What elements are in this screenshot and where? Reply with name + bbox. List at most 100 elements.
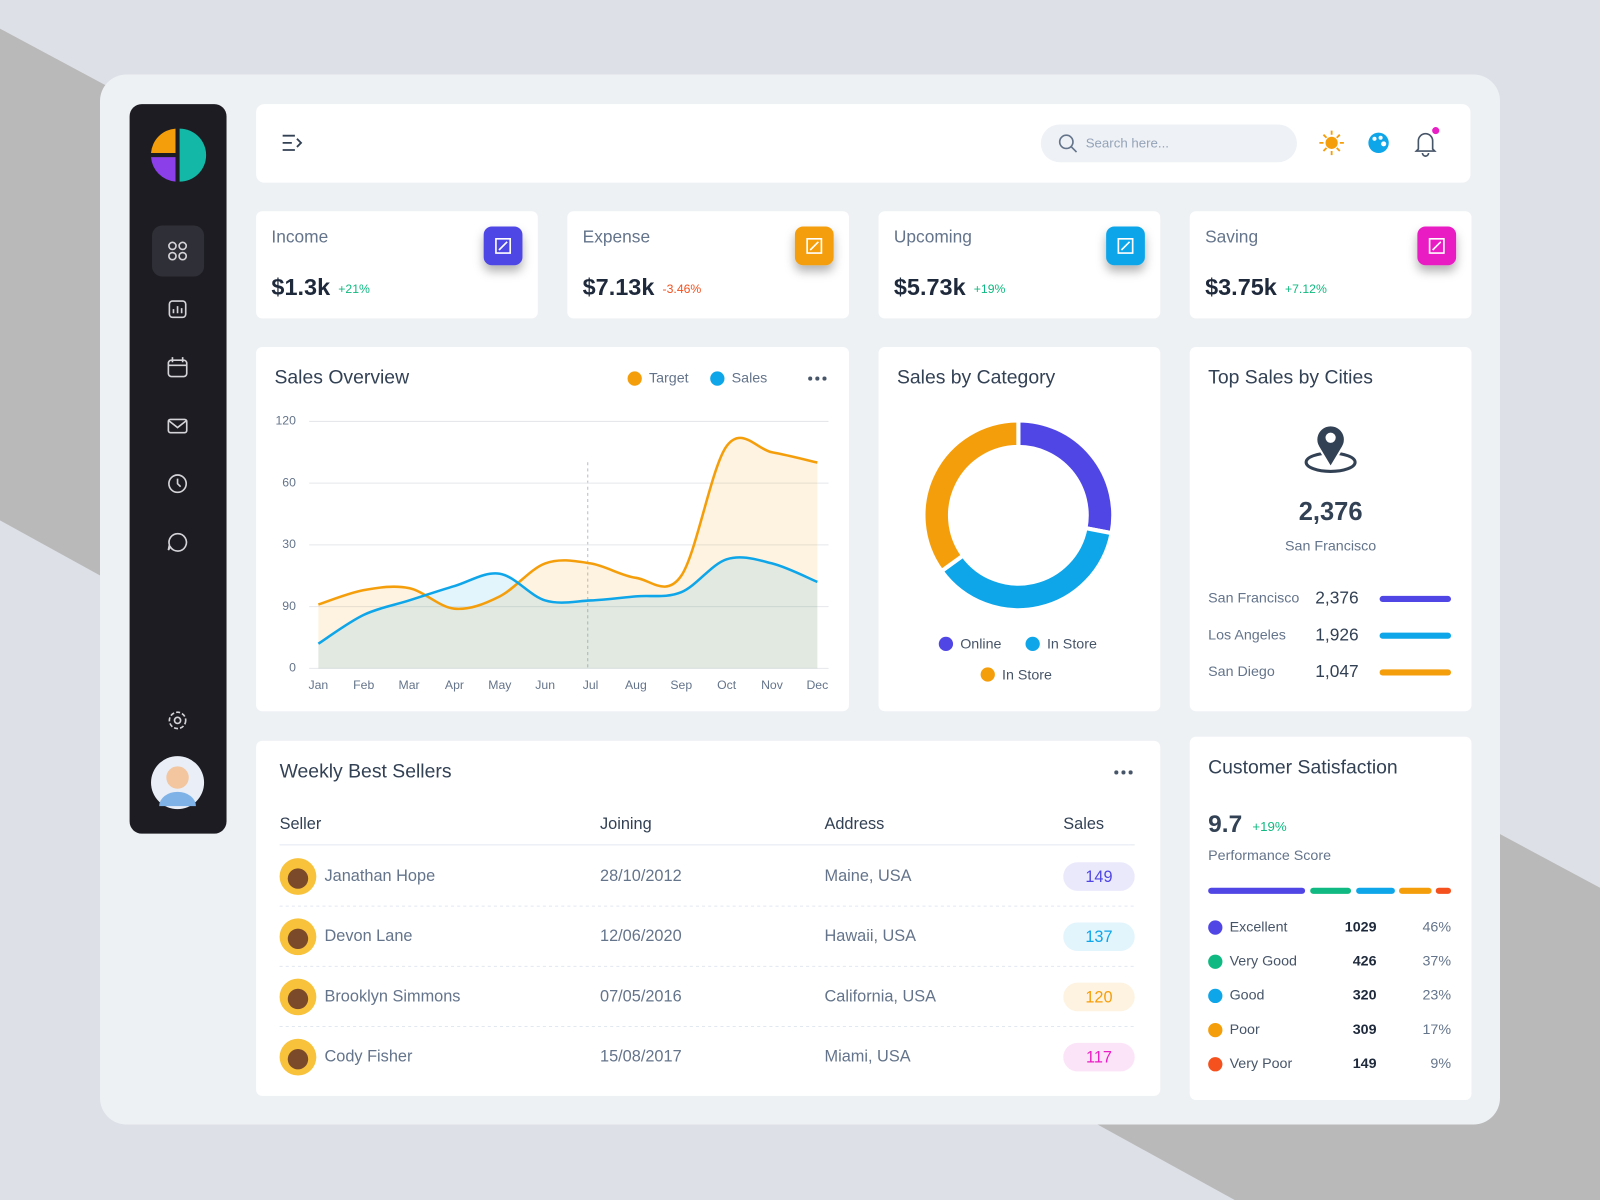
score-label: Performance Score <box>1208 848 1331 864</box>
x-tick-label: Feb <box>353 678 374 692</box>
column-header: Joining <box>600 815 652 833</box>
column-header: Seller <box>280 815 322 833</box>
sales-badge <box>1063 862 1135 891</box>
sales-value: 149 <box>1085 868 1112 886</box>
legend-dot <box>1025 636 1040 652</box>
avatar-face <box>166 766 189 789</box>
stat-value: $7.13k <box>583 274 656 300</box>
stat-change: +21% <box>338 282 370 296</box>
legend-dot <box>1208 988 1223 1004</box>
x-tick-label: Jan <box>309 678 329 692</box>
joining-date: 12/06/2020 <box>600 927 682 945</box>
stat-icon-glyph <box>1117 237 1134 254</box>
chart-title: Sales Overview <box>274 367 410 389</box>
score-bar-segment <box>1310 887 1352 894</box>
search-box[interactable] <box>1040 124 1297 163</box>
legend-label: Sales <box>732 370 768 386</box>
logo <box>151 128 207 182</box>
stat-label: Saving <box>1205 226 1258 246</box>
joining-date: 28/10/2012 <box>600 867 682 885</box>
column-header: Sales <box>1063 815 1104 833</box>
sales-badge <box>1063 982 1135 1012</box>
legend-dot <box>710 371 725 386</box>
seller-name: Janathan Hope <box>324 867 435 885</box>
rating-count: 1029 <box>1345 919 1377 935</box>
score-bar-segment <box>1435 887 1452 894</box>
legend-label: Target <box>649 370 689 386</box>
more-menu[interactable] <box>1114 770 1133 775</box>
y-tick-label: 60 <box>282 475 296 489</box>
rating-label: Very Good <box>1230 954 1297 970</box>
address: Hawaii, USA <box>824 927 916 945</box>
stat-value: $3.75k <box>1205 274 1278 300</box>
highlight-city: San Francisco <box>1285 539 1376 555</box>
x-tick-label: Jul <box>583 678 599 692</box>
search-icon <box>1070 146 1078 153</box>
rating-percent: 37% <box>1422 954 1451 970</box>
joining-date: 07/05/2016 <box>600 987 682 1005</box>
x-tick-label: Mar <box>399 678 420 692</box>
score-change: +19% <box>1252 819 1286 834</box>
rating-label: Excellent <box>1230 919 1288 935</box>
score-bar-segment <box>1398 887 1432 894</box>
score-bar-segment <box>1208 887 1306 894</box>
card-title: Customer Satisfaction <box>1208 756 1398 778</box>
stat-value: $1.3k <box>271 274 331 300</box>
stat-icon-glyph <box>806 237 823 254</box>
x-tick-label: Aug <box>625 678 647 692</box>
city-sales: 2,376 <box>1315 588 1358 608</box>
legend-label: Online <box>960 637 1001 653</box>
city-sales: 1,047 <box>1315 661 1358 681</box>
stat-change: +7.12% <box>1285 282 1327 296</box>
seller-avatar-face <box>287 868 309 889</box>
legend-label: In Store <box>1047 637 1097 653</box>
address: California, USA <box>824 987 936 1005</box>
header <box>256 104 1471 183</box>
rating-percent: 23% <box>1422 988 1451 1004</box>
rating-count: 426 <box>1353 954 1377 970</box>
seller-name: Devon Lane <box>324 927 412 945</box>
seller-name: Cody Fisher <box>324 1047 413 1065</box>
series-area <box>318 557 818 669</box>
x-tick-label: Oct <box>717 678 737 692</box>
x-tick-label: Nov <box>761 678 784 692</box>
legend-dot <box>980 667 995 682</box>
y-tick-label: 30 <box>282 537 296 551</box>
sales-value: 137 <box>1085 928 1112 946</box>
search-placeholder: Search here... <box>1086 135 1169 150</box>
series-area <box>318 437 818 669</box>
legend-dot <box>1208 920 1223 935</box>
rating-percent: 46% <box>1422 919 1451 935</box>
x-tick-label: May <box>488 678 512 692</box>
x-tick-label: Jun <box>535 678 555 692</box>
rating-label: Very Poor <box>1230 1056 1293 1072</box>
notifications[interactable] <box>1414 125 1442 157</box>
rating-percent: 9% <box>1430 1056 1451 1072</box>
score: 9.7 <box>1208 811 1242 838</box>
x-tick-label: Sep <box>670 678 692 692</box>
rating-count: 309 <box>1353 1022 1377 1038</box>
y-tick-label: 0 <box>289 661 296 675</box>
seller-avatar-face <box>287 988 309 1010</box>
donut-segment <box>921 418 1021 574</box>
score-bar-segment <box>1356 887 1395 894</box>
legend-dot <box>1208 1057 1223 1072</box>
nav-active[interactable] <box>152 225 205 277</box>
address: Miami, USA <box>824 1047 910 1065</box>
highlight-value: 2,376 <box>1299 498 1363 526</box>
menu-toggle[interactable] <box>282 134 303 151</box>
stat-value: $5.73k <box>894 274 967 300</box>
more-menu[interactable] <box>808 376 827 381</box>
theme-toggle[interactable] <box>1319 130 1344 156</box>
stat-label: Upcoming <box>894 226 972 246</box>
legend-dot <box>1208 954 1223 969</box>
palette[interactable] <box>1368 132 1389 154</box>
rating-label: Poor <box>1230 1022 1260 1038</box>
search-icon <box>1058 134 1074 150</box>
stat-label: Expense <box>583 226 650 246</box>
legend-dot <box>938 636 954 652</box>
sidebar <box>129 104 227 834</box>
legend-dot <box>1208 1022 1223 1038</box>
legend-label: In Store <box>1002 667 1052 683</box>
card-title: Top Sales by Cities <box>1208 367 1373 389</box>
